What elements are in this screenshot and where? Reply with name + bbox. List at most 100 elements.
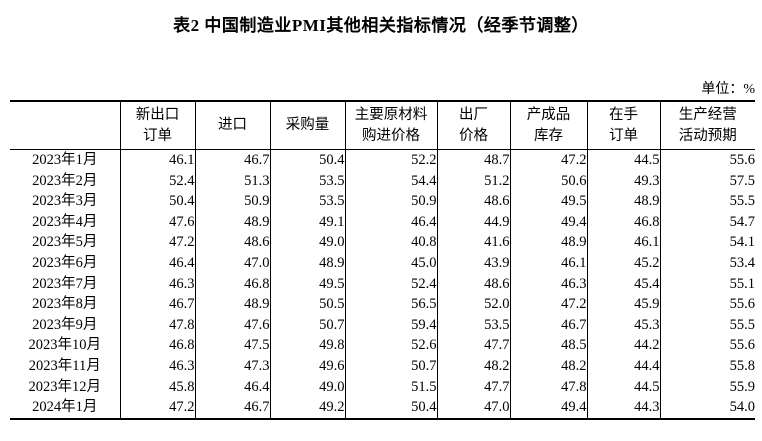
value-cell: 54.4 bbox=[344, 170, 437, 192]
value-cell: 48.5 bbox=[509, 335, 587, 356]
value-cell: 47.8 bbox=[509, 376, 587, 398]
value-cell: 49.2 bbox=[269, 397, 345, 419]
value-cell: 53.5 bbox=[269, 170, 345, 192]
value-cell: 46.1 bbox=[509, 252, 587, 274]
value-cell: 46.3 bbox=[119, 273, 195, 295]
header-row: 新出口 订单 进口 采购量 主要原材料 购进价格 出厂 价格 产成品 库存 在手… bbox=[10, 101, 755, 150]
value-cell: 50.4 bbox=[269, 149, 345, 171]
value-cell: 49.0 bbox=[269, 376, 345, 398]
month-cell: 2023年8月 bbox=[32, 296, 98, 313]
col-header-finished-goods-inventory: 产成品 库存 bbox=[509, 101, 587, 150]
value-cell: 46.7 bbox=[194, 397, 270, 419]
col-header-raw-material-prices: 主要原材料 购进价格 bbox=[344, 101, 437, 150]
value-cell: 55.6 bbox=[659, 335, 755, 356]
value-cell: 48.9 bbox=[194, 294, 270, 315]
value-cell: 54.0 bbox=[659, 397, 755, 419]
table-body: 2023年1月 46.1 46.7 50.4 52.2 48.7 47.2 44… bbox=[10, 149, 755, 419]
value-cell: 46.4 bbox=[344, 211, 437, 233]
value-cell: 47.0 bbox=[194, 252, 270, 274]
month-cell: 2023年6月 bbox=[32, 254, 98, 271]
table-row: 2024年1月 47.2 46.7 49.2 50.4 47.0 49.4 44… bbox=[10, 397, 755, 419]
value-cell: 50.7 bbox=[344, 355, 437, 377]
value-cell: 53.5 bbox=[269, 191, 345, 212]
value-cell: 49.5 bbox=[509, 191, 587, 212]
value-cell: 53.4 bbox=[659, 252, 755, 274]
value-cell: 44.9 bbox=[436, 211, 510, 233]
value-cell: 46.3 bbox=[119, 355, 195, 377]
table-row: 2023年6月 46.4 47.0 48.9 45.0 43.9 46.1 45… bbox=[10, 252, 755, 274]
value-cell: 45.8 bbox=[119, 376, 195, 398]
col-header-imports: 进口 bbox=[194, 101, 270, 150]
value-cell: 48.7 bbox=[436, 149, 510, 171]
value-cell: 47.7 bbox=[436, 335, 510, 356]
value-cell: 46.1 bbox=[586, 232, 660, 253]
month-cell: 2023年1月 bbox=[32, 152, 98, 168]
value-cell: 46.7 bbox=[119, 294, 195, 315]
value-cell: 55.5 bbox=[659, 191, 755, 212]
value-cell: 47.2 bbox=[119, 397, 195, 419]
value-cell: 50.9 bbox=[344, 191, 437, 212]
page: { "title": "表2 中国制造业PMI其他相关指标情况（经季节调整）",… bbox=[0, 11, 762, 441]
value-cell: 52.2 bbox=[344, 149, 437, 171]
col-header-purchasing-volume: 采购量 bbox=[269, 101, 345, 150]
month-cell: 2023年5月 bbox=[32, 234, 98, 251]
value-cell: 49.4 bbox=[509, 397, 587, 419]
value-cell: 48.9 bbox=[194, 211, 270, 233]
value-cell: 48.2 bbox=[509, 355, 587, 377]
value-cell: 49.1 bbox=[269, 211, 345, 233]
value-cell: 44.3 bbox=[586, 397, 660, 419]
value-cell: 46.8 bbox=[119, 335, 195, 356]
table-row: 2023年7月 46.3 46.8 49.5 52.4 48.6 46.3 45… bbox=[10, 273, 755, 295]
month-cell: 2023年11月 bbox=[28, 357, 101, 374]
value-cell: 47.3 bbox=[194, 355, 270, 377]
value-cell: 43.9 bbox=[436, 252, 510, 274]
value-cell: 49.5 bbox=[269, 273, 345, 295]
table-row: 2023年1月 46.1 46.7 50.4 52.2 48.7 47.2 44… bbox=[10, 149, 755, 171]
value-cell: 46.1 bbox=[119, 149, 195, 171]
value-cell: 56.5 bbox=[344, 294, 437, 315]
pmi-indicators-table: 新出口 订单 进口 采购量 主要原材料 购进价格 出厂 价格 产成品 库存 在手… bbox=[10, 100, 755, 420]
table-row: 2023年5月 47.2 48.6 49.0 40.8 41.6 48.9 46… bbox=[10, 232, 755, 253]
value-cell: 51.2 bbox=[436, 170, 510, 192]
value-cell: 54.1 bbox=[659, 232, 755, 253]
table-header: 新出口 订单 进口 采购量 主要原材料 购进价格 出厂 价格 产成品 库存 在手… bbox=[10, 101, 755, 150]
value-cell: 50.4 bbox=[119, 191, 195, 212]
value-cell: 47.2 bbox=[119, 232, 195, 253]
month-cell: 2023年4月 bbox=[32, 213, 98, 230]
page-title: 表2 中国制造业PMI其他相关指标情况（经季节调整） bbox=[173, 16, 589, 35]
value-cell: 47.5 bbox=[194, 335, 270, 356]
value-cell: 49.0 bbox=[269, 232, 345, 253]
value-cell: 50.4 bbox=[344, 397, 437, 419]
col-header-new-export-orders: 新出口 订单 bbox=[119, 101, 195, 150]
value-cell: 45.9 bbox=[586, 294, 660, 315]
month-cell: 2023年3月 bbox=[32, 193, 98, 210]
value-cell: 55.9 bbox=[659, 376, 755, 398]
value-cell: 47.7 bbox=[436, 376, 510, 398]
value-cell: 49.8 bbox=[269, 335, 345, 356]
value-cell: 55.6 bbox=[659, 149, 755, 171]
value-cell: 44.2 bbox=[586, 335, 660, 356]
month-cell: 2023年7月 bbox=[32, 275, 98, 292]
value-cell: 47.6 bbox=[194, 314, 270, 336]
value-cell: 44.4 bbox=[586, 355, 660, 377]
value-cell: 47.2 bbox=[509, 149, 587, 171]
value-cell: 50.9 bbox=[194, 191, 270, 212]
value-cell: 47.0 bbox=[436, 397, 510, 419]
value-cell: 52.4 bbox=[344, 273, 437, 295]
value-cell: 49.4 bbox=[509, 211, 587, 233]
table-row: 2023年12月 45.8 46.4 49.0 51.5 47.7 47.8 4… bbox=[10, 376, 755, 398]
month-cell: 2023年9月 bbox=[32, 316, 98, 333]
value-cell: 45.3 bbox=[586, 314, 660, 336]
col-header-backlog-orders: 在手 订单 bbox=[586, 101, 660, 150]
value-cell: 44.5 bbox=[586, 149, 660, 171]
table-row: 2023年2月 52.4 51.3 53.5 54.4 51.2 50.6 49… bbox=[10, 170, 755, 192]
value-cell: 46.7 bbox=[509, 314, 587, 336]
value-cell: 41.6 bbox=[436, 232, 510, 253]
value-cell: 46.7 bbox=[194, 149, 270, 171]
value-cell: 55.6 bbox=[659, 294, 755, 315]
table-row: 2023年8月 46.7 48.9 50.5 56.5 52.0 47.2 45… bbox=[10, 294, 755, 315]
value-cell: 45.4 bbox=[586, 273, 660, 295]
value-cell: 46.8 bbox=[194, 273, 270, 295]
col-header-business-expectations: 生产经营 活动预期 bbox=[659, 101, 755, 150]
table-row: 2023年3月 50.4 50.9 53.5 50.9 48.6 49.5 48… bbox=[10, 191, 755, 212]
